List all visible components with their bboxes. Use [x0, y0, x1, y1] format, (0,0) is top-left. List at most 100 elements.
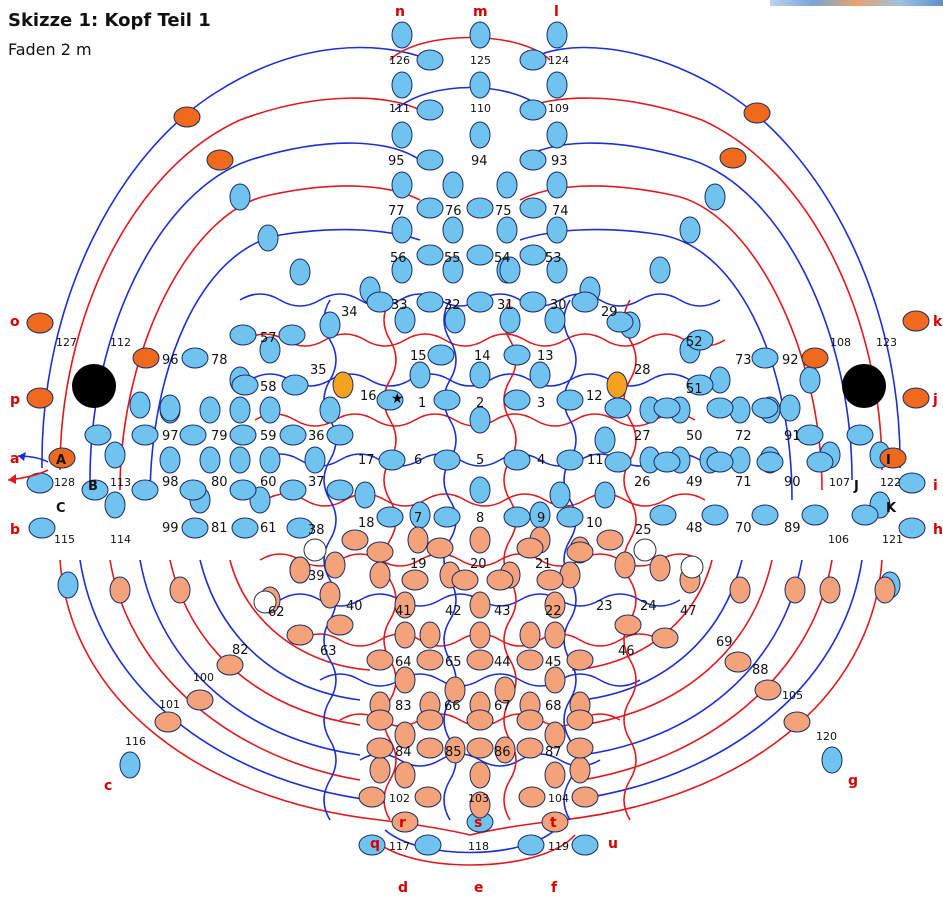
thread [199, 559, 361, 701]
bead [536, 569, 564, 591]
bead-label: 75 [495, 204, 512, 219]
bead [544, 761, 566, 789]
bead [48, 447, 76, 469]
empty-bead [680, 555, 704, 579]
bead [519, 244, 547, 266]
bead-label: 48 [686, 521, 703, 536]
bead [427, 344, 455, 366]
bead-label: 104 [548, 792, 569, 805]
bead [556, 506, 584, 528]
bead-label: 93 [551, 154, 568, 169]
bead [469, 406, 491, 434]
bead-label: 6 [414, 453, 422, 468]
bead-label: 17 [358, 453, 375, 468]
bead-label: 68 [545, 699, 562, 714]
thread-label: r [399, 815, 406, 831]
bead [416, 99, 444, 121]
bead-label: 58 [260, 380, 277, 395]
bead [556, 389, 584, 411]
bead [231, 517, 259, 539]
bead [366, 291, 394, 313]
bead [159, 446, 181, 474]
bead [354, 481, 376, 509]
bead-label: 92 [782, 353, 799, 368]
bead [28, 517, 56, 539]
bead-label: 22 [545, 604, 562, 619]
bead-label: 122 [880, 476, 901, 489]
bead [109, 576, 131, 604]
bead-label: 38 [308, 523, 325, 538]
bead [529, 361, 551, 389]
bead [394, 761, 416, 789]
bead [751, 397, 779, 419]
bead-label: 67 [494, 699, 511, 714]
bead [902, 310, 930, 332]
bead [341, 529, 369, 551]
bead [259, 396, 281, 424]
empty-bead [303, 538, 327, 562]
bead-label: 95 [388, 154, 405, 169]
bead [729, 576, 751, 604]
thread-label: i [933, 478, 938, 494]
bead [104, 491, 126, 519]
bead [686, 374, 714, 396]
bead-label: 15 [410, 349, 427, 364]
bead [229, 424, 257, 446]
bead [706, 451, 734, 473]
thread [469, 559, 883, 836]
bead-label: 90 [784, 475, 801, 490]
bead [651, 627, 679, 649]
bead [503, 344, 531, 366]
bead-label: 118 [468, 840, 489, 853]
thread [581, 559, 833, 781]
bead-label: 66 [444, 699, 461, 714]
bead [686, 329, 714, 351]
bead-label: 98 [162, 475, 179, 490]
bead [391, 171, 413, 199]
bead [442, 256, 464, 284]
bead [319, 396, 341, 424]
bead [179, 424, 207, 446]
bead-label: 100 [193, 671, 214, 684]
bead [466, 709, 494, 731]
bead [704, 183, 726, 211]
bead-label: 102 [389, 792, 410, 805]
bead [104, 441, 126, 469]
bead [751, 347, 779, 369]
bead [286, 624, 314, 646]
bead-label: 20 [470, 557, 487, 572]
bead-label: 31 [497, 298, 514, 313]
bead [414, 834, 442, 856]
bead [358, 786, 386, 808]
bead [391, 811, 419, 833]
corner-decoration [770, 0, 943, 6]
bead-letter: B [88, 479, 98, 494]
bead [503, 506, 531, 528]
bead [391, 121, 413, 149]
bead [57, 571, 79, 599]
thread-label: f [551, 880, 558, 896]
bead [444, 736, 466, 764]
bead [416, 49, 444, 71]
bead-label: 54 [494, 251, 511, 266]
bead [649, 554, 671, 582]
bead [416, 197, 444, 219]
bead-label: 21 [535, 557, 552, 572]
bead-label: 80 [211, 475, 228, 490]
bead [469, 361, 491, 389]
bead-label: 45 [545, 655, 562, 670]
thread [359, 753, 601, 767]
bead-label: 12 [586, 389, 603, 404]
bead [26, 387, 54, 409]
bead-label: 121 [882, 533, 903, 546]
bead-label: 69 [716, 635, 733, 650]
bead-label: 105 [782, 689, 803, 702]
bead [229, 446, 251, 474]
thread [519, 142, 853, 481]
star-icon: ★ [391, 391, 404, 407]
bead [517, 834, 545, 856]
bead-label: 8 [476, 511, 484, 526]
bead [801, 347, 829, 369]
bead [409, 361, 431, 389]
bead-label: 112 [110, 336, 131, 349]
